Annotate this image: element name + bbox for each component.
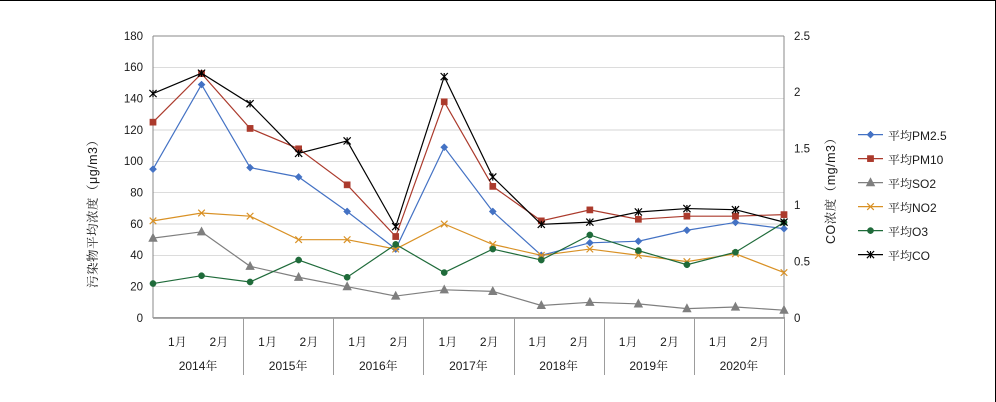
svg-text:1: 1 — [794, 200, 800, 212]
svg-text:160: 160 — [124, 62, 143, 74]
svg-text:0: 0 — [794, 313, 800, 325]
svg-text:40: 40 — [130, 250, 143, 262]
svg-text:1.5: 1.5 — [794, 144, 810, 156]
svg-text:100: 100 — [124, 156, 143, 168]
svg-text:0: 0 — [137, 313, 143, 325]
svg-text:2: 2 — [794, 87, 800, 99]
svg-text:180: 180 — [124, 31, 143, 43]
svg-text:140: 140 — [124, 93, 143, 105]
svg-text:20: 20 — [130, 281, 143, 293]
svg-text:2.5: 2.5 — [794, 31, 810, 43]
svg-text:80: 80 — [130, 187, 143, 199]
svg-text:60: 60 — [130, 219, 143, 231]
svg-text:120: 120 — [124, 125, 143, 137]
svg-text:0.5: 0.5 — [794, 256, 810, 268]
